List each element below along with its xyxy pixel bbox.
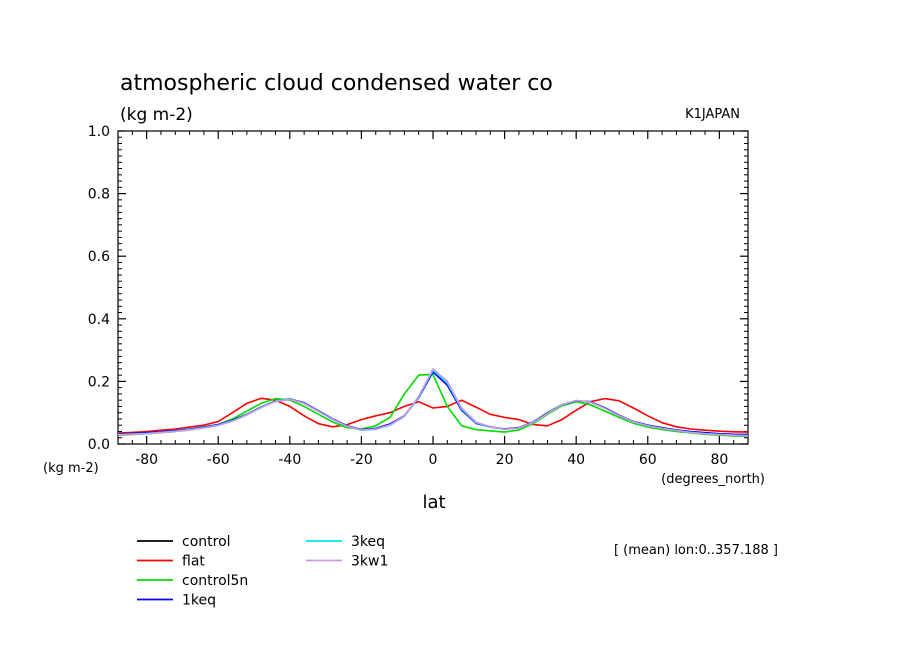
x-tick-label: -80 — [135, 452, 158, 468]
y-tick-label: 0.2 — [88, 374, 110, 390]
x-tick-label: 0 — [429, 452, 438, 468]
x-units-label: (degrees_north) — [661, 472, 765, 487]
y-tick-label: 0.6 — [88, 249, 110, 265]
legend-label-control5n: control5n — [182, 573, 248, 589]
y-tick-label: 1.0 — [88, 124, 110, 140]
series-line-3kw1 — [117, 368, 749, 437]
domain-annotation: [ (mean) lon:0..357.188 ] — [614, 543, 778, 558]
chart-title: atmospheric cloud condensed water co — [120, 71, 553, 96]
legend-label-control: control — [182, 534, 231, 550]
legend-label-3keq: 3keq — [351, 534, 385, 550]
series-line-flat — [117, 397, 749, 434]
plot-frame — [117, 130, 749, 445]
legend: control flat control5n 1keq 3keq 3kw1 — [137, 534, 388, 609]
source-label: K1JAPAN — [685, 107, 740, 122]
x-tick-label: 60 — [639, 452, 657, 468]
y-tick-label: 0.0 — [88, 437, 110, 453]
x-tick-label: 80 — [710, 452, 728, 468]
legend-label-1keq: 1keq — [182, 593, 216, 609]
legend-label-3kw1: 3kw1 — [351, 554, 388, 570]
y-tick-label: 0.8 — [88, 187, 110, 203]
x-tick-label: -40 — [278, 452, 301, 468]
x-axis-label: lat — [422, 492, 445, 513]
x-tick-label: 40 — [567, 452, 585, 468]
plot-area: -80 -60 -40 -20 0 20 40 60 80 0.0 0.2 0.4 0.6 0.8 1.0 — [88, 124, 749, 468]
legend-label-flat: flat — [182, 554, 205, 570]
x-tick-label: 20 — [496, 452, 514, 468]
x-tick-label: -60 — [207, 452, 230, 468]
x-tick-label: -20 — [350, 452, 373, 468]
chart-subtitle: (kg m-2) — [120, 105, 193, 125]
y-tick-label: 0.4 — [88, 312, 110, 328]
y-units-label: (kg m-2) — [43, 461, 99, 476]
series-line-1keq — [117, 371, 749, 436]
